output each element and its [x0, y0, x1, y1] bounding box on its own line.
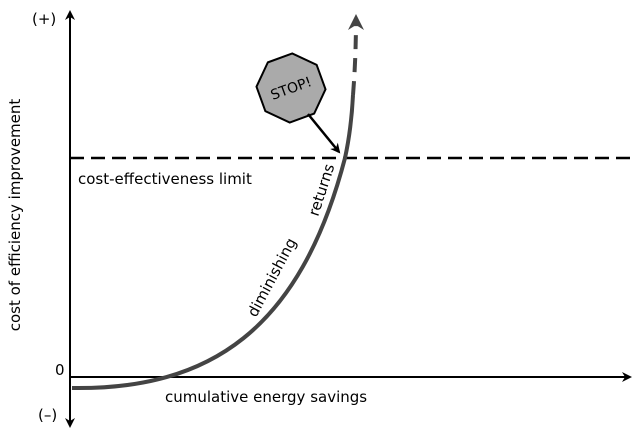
limit-label: cost-effectiveness limit: [78, 170, 252, 188]
origin-label: 0: [55, 361, 65, 379]
y-bottom-label: (–): [38, 406, 57, 424]
stop-arrow: [307, 113, 341, 154]
x-axis-label: cumulative energy savings: [165, 388, 367, 406]
stop-sign: STOP!: [255, 52, 327, 124]
curve: [71, 94, 355, 391]
curve-label: diminishing: [244, 235, 301, 320]
curve-extension: [347, 14, 364, 96]
curve-label: returns: [305, 161, 339, 218]
y-top-label: (+): [32, 10, 56, 28]
y-axis-label: cost of efficiency improvement: [6, 99, 24, 332]
